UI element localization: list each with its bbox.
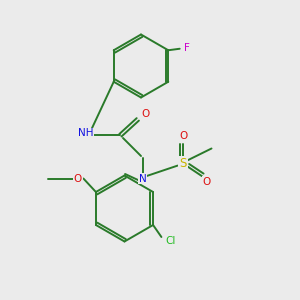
Text: O: O	[179, 131, 187, 141]
Text: O: O	[74, 173, 82, 184]
Text: N: N	[139, 173, 146, 184]
Text: O: O	[203, 177, 211, 187]
Text: F: F	[184, 43, 190, 53]
Text: NH: NH	[78, 128, 93, 139]
Text: O: O	[141, 109, 150, 119]
Text: Cl: Cl	[165, 236, 176, 247]
Text: S: S	[179, 157, 187, 170]
